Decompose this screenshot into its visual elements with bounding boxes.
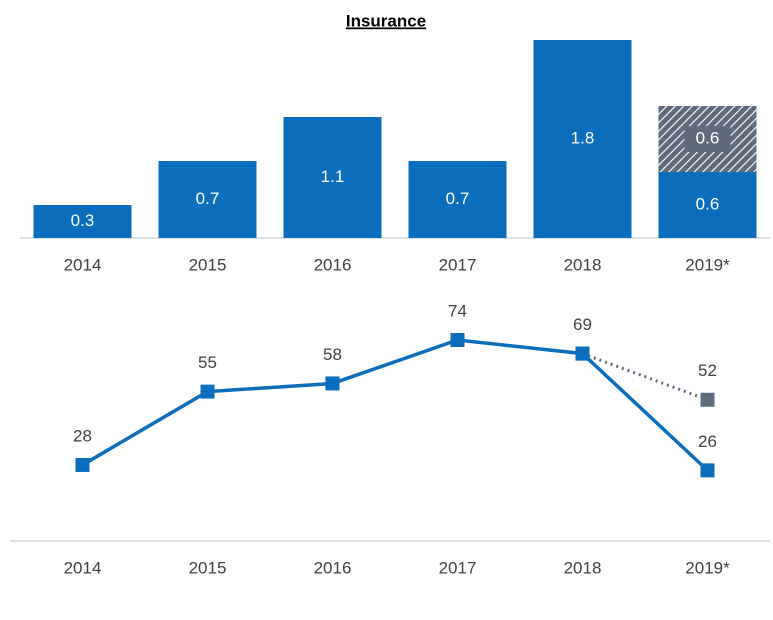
marker [325, 376, 340, 391]
marker [75, 457, 90, 472]
x-tick-label: 2018 [564, 255, 602, 274]
x-tick-label: 2017 [439, 558, 477, 577]
x-tick-label: 2018 [564, 558, 602, 577]
x-tick-label: 2015 [189, 558, 227, 577]
x-tick-label: 2015 [189, 255, 227, 274]
marker [200, 384, 215, 399]
data-label: 0.6 [696, 194, 720, 213]
bar [283, 117, 382, 238]
bar [533, 40, 632, 238]
data-label: 58 [323, 345, 342, 364]
x-tick-label: 2016 [314, 558, 352, 577]
data-label: 1.8 [571, 128, 595, 147]
x-tick-label: 2016 [314, 255, 352, 274]
bar [408, 161, 507, 238]
x-tick-label: 2019* [685, 255, 730, 274]
data-label: 74 [448, 301, 467, 320]
bar [158, 161, 257, 238]
marker [700, 392, 715, 407]
x-tick-label: 2014 [64, 255, 102, 274]
x-tick-label: 2014 [64, 558, 102, 577]
data-label: 52 [698, 361, 717, 380]
line [581, 352, 709, 402]
label-box [684, 126, 731, 152]
data-label: 1.1 [321, 167, 345, 186]
line [81, 338, 709, 472]
chart-title: Insurance [346, 11, 426, 30]
data-label: 0.7 [446, 189, 470, 208]
marker [575, 346, 590, 361]
data-label: 0.3 [71, 211, 95, 230]
x-tick-label: 2017 [439, 255, 477, 274]
data-label: 55 [198, 353, 217, 372]
bar [658, 172, 757, 238]
bar [33, 205, 132, 238]
data-label: 0.7 [196, 189, 220, 208]
data-label: 26 [698, 432, 717, 451]
marker [450, 333, 465, 347]
data-label: 0.6 [696, 128, 720, 147]
marker [700, 463, 715, 478]
data-label: 69 [573, 315, 592, 334]
data-label: 28 [73, 426, 92, 445]
x-tick-label: 2019* [685, 558, 730, 577]
